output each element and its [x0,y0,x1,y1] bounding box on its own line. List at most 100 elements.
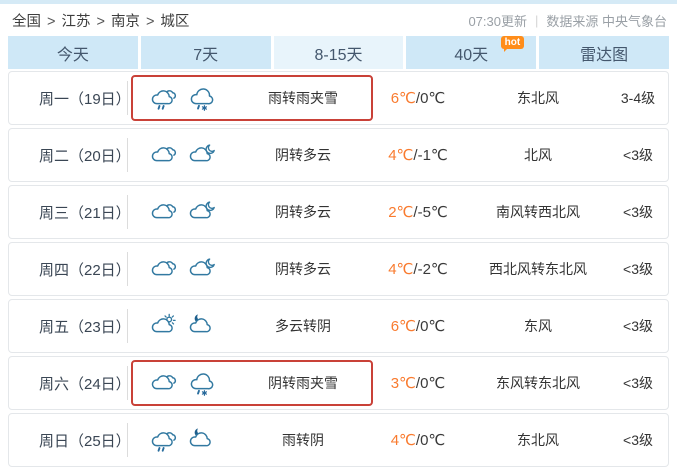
wind-level: <3级 [623,318,653,334]
wind-direction: 南风转西北风 [496,204,580,220]
day-label: 周四（22日） [39,261,131,279]
rain-icon [149,427,179,453]
top-strip [0,0,677,4]
forecast-row[interactable]: 周二（20日） 阴转多云 4℃/-1℃ 北风 <3级 [8,128,669,182]
update-time: 07:30更新 [468,14,527,29]
wind-direction: 东北风 [517,90,559,106]
forecast-row[interactable]: 周四（22日） 阴转多云 4℃/-2℃ 西北风转东北风 <3级 [8,242,669,296]
day-label: 周六（24日） [39,375,131,393]
high-temp: 3℃ [390,375,416,392]
forecast-row[interactable]: 周一（19日） 雨转雨夹雪 6℃/0℃ 东北风 3-4级 [8,71,669,125]
tab-今天[interactable]: 今天 [8,36,138,69]
temperature: 6℃/0℃ [368,317,468,335]
wind-level: <3级 [623,204,653,220]
low-temp: 0℃ [420,90,446,107]
tab-40天[interactable]: 40天 hot [406,36,537,69]
breadcrumb-separator: > [47,14,56,30]
weather-text: 雨转雨夹雪 [268,90,338,106]
temperature: 3℃/0℃ [368,374,468,392]
weather-text: 阴转雨夹雪 [268,375,338,391]
breadcrumb-item[interactable]: 南京 [110,14,140,30]
temp-separator: / [415,432,421,449]
row-divider [127,81,128,115]
breadcrumb-item[interactable]: 江苏 [61,14,91,30]
cloud-moon-icon [187,199,217,225]
temperature: 2℃/-5℃ [368,203,468,221]
high-temp: 6℃ [390,318,416,335]
sleet-icon [187,370,217,396]
day-label: 周日（25日） [39,432,131,450]
forecast-row[interactable]: 周三（21日） 阴转多云 2℃/-5℃ 南风转西北风 <3级 [8,185,669,239]
day-label: 周三（21日） [39,204,131,222]
update-meta: 07:30更新 | 数据来源 中央气象台 [468,11,667,30]
forecast-row[interactable]: 周六（24日） 阴转雨夹雪 3℃/0℃ 东风转东北风 <3级 [8,356,669,410]
breadcrumb: 全国 > 江苏 > 南京 > 城区 [12,10,189,31]
forecast-list: 周一（19日） 雨转雨夹雪 6℃/0℃ 东北风 3-4级 周二（20日） 阴转多… [0,69,677,467]
row-divider [127,366,128,400]
weather-icons [128,142,238,168]
weather-icons [128,256,238,282]
wind-level: <3级 [623,375,653,391]
high-temp: 2℃ [388,204,414,221]
temp-separator: / [415,375,421,392]
wind-direction: 北风 [524,147,552,163]
high-temp: 6℃ [390,90,416,107]
row-divider [127,138,128,172]
cloud-moon-icon [187,256,217,282]
meta-divider: | [534,13,539,28]
overcast-icon [149,199,179,225]
rain-icon [149,85,179,111]
tabs: 今天 7天 8-15天 40天 hot 雷达图 [0,36,677,69]
tab-label: 8-15天 [314,46,363,64]
tab-label: 今天 [56,46,89,64]
breadcrumb-item[interactable]: 城区 [160,14,190,30]
moon-cloud-icon [187,427,217,453]
tab-8-15天[interactable]: 8-15天 [273,36,404,69]
wind-direction: 东风转东北风 [496,375,580,391]
temp-separator: / [413,204,418,221]
weather-icons [128,427,238,453]
weather-icons [128,85,238,111]
overcast-icon [149,370,179,396]
weather-icons [128,199,238,225]
weather-text: 多云转阴 [275,318,331,334]
tab-label: 40天 [454,46,489,64]
breadcrumb-separator: > [145,14,155,30]
temperature: 4℃/-2℃ [368,260,468,278]
data-source: 数据来源 中央气象台 [546,14,667,29]
forecast-row[interactable]: 周日（25日） 雨转阴 4℃/0℃ 东北风 <3级 [8,413,669,467]
breadcrumb-item[interactable]: 全国 [12,14,41,30]
tab-label: 7天 [193,46,219,64]
temp-separator: / [413,147,418,164]
row-divider [127,252,128,286]
weather-text: 阴转多云 [275,261,331,277]
temp-separator: / [415,318,421,335]
wind-level: <3级 [623,261,653,277]
weather-icons [128,313,238,339]
wind-direction: 东北风 [517,432,559,448]
forecast-row[interactable]: 周五（23日） 多云转阴 6℃/0℃ 东风 <3级 [8,299,669,353]
hot-badge: hot [500,36,525,52]
cloud-moon-icon [187,142,217,168]
high-temp: 4℃ [390,432,416,449]
low-temp: -5℃ [417,204,448,221]
temperature: 4℃/-1℃ [368,146,468,164]
sleet-icon [187,85,217,111]
wind-direction: 东风 [524,318,552,334]
wind-level: 3-4级 [620,90,656,106]
tab-雷达图[interactable]: 雷达图 [539,36,669,69]
high-temp: 4℃ [388,261,414,278]
day-label: 周一（19日） [39,90,131,108]
tab-7天[interactable]: 7天 [140,36,271,69]
day-label: 周二（20日） [39,147,131,165]
low-temp: 0℃ [420,432,446,449]
wind-level: <3级 [623,432,653,448]
wind-direction: 西北风转东北风 [489,261,587,277]
header: 全国 > 江苏 > 南京 > 城区 07:30更新 | 数据来源 中央气象台 [0,4,677,36]
low-temp: -1℃ [417,147,448,164]
weather-icons [128,370,238,396]
temp-separator: / [415,90,421,107]
tab-label: 雷达图 [580,46,629,64]
overcast-icon [149,142,179,168]
row-divider [127,423,128,457]
